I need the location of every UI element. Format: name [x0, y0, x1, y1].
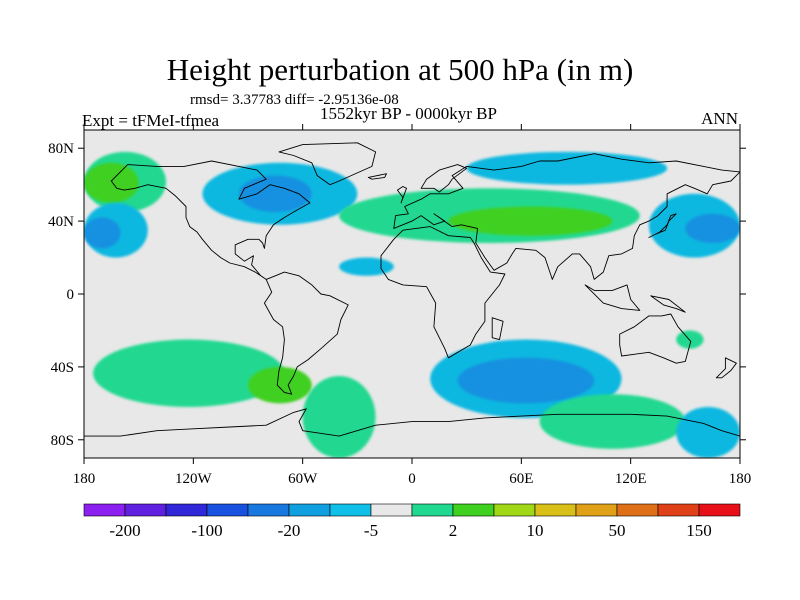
lon-tick-label: 180 — [73, 471, 96, 487]
colorbar-box — [288, 503, 331, 517]
contour-east-pacific-negative-core — [84, 217, 121, 249]
coastline-japan — [648, 213, 677, 238]
lat-tick-label: 80S — [51, 433, 74, 449]
contour-west-pacific-negative-core — [685, 213, 740, 243]
colorbar-box — [452, 503, 495, 517]
contour-north-atlantic-negative-core — [238, 175, 312, 212]
lon-tick-label: 120E — [615, 471, 647, 487]
colorbar-label: 150 — [686, 521, 712, 540]
colorbar: -200 -100 -20 -5 2 10 50 150 — [83, 503, 741, 540]
contour-south-pacific-positive — [93, 339, 285, 407]
coastline-south-america — [263, 271, 349, 395]
contour-indian-ocean-negative-core — [457, 357, 595, 404]
coastline-new-guinea — [650, 295, 686, 313]
colorbar-box — [165, 503, 208, 517]
colorbar-box — [206, 503, 249, 517]
contour-atlantic-tropics-negative — [339, 257, 394, 276]
period-label: 1552kyr BP - 0000kyr BP — [320, 104, 497, 123]
colorbar-box — [493, 503, 536, 517]
contour-south-america-positive-core — [248, 366, 312, 404]
contour-australia-positive — [676, 330, 704, 349]
coastline-eurasia — [393, 153, 740, 280]
longitude-axis: 180 120W 60W 0 60E 120E 180 — [73, 124, 752, 487]
colorbar-box — [575, 503, 618, 517]
lat-tick-label: 40N — [48, 214, 74, 230]
colorbar-box — [370, 503, 413, 517]
contour-north-pacific-positive-core — [84, 162, 139, 203]
coastline-scandinavia — [420, 164, 468, 193]
contour-arctic-asia-negative — [466, 151, 668, 185]
colorbar-box — [616, 503, 659, 517]
coastline-iceland — [367, 173, 387, 180]
season-label: ANN — [701, 109, 738, 128]
colorbar-box — [411, 503, 454, 517]
colorbar-box — [247, 503, 290, 517]
colorbar-label: -200 — [109, 521, 140, 540]
colorbar-box — [698, 503, 741, 517]
coastline-layer — [84, 142, 740, 437]
stats-line: rmsd= 3.37783 diff= -2.95136e-08 — [190, 92, 399, 108]
contour-eurasia-positive-core — [448, 206, 613, 236]
experiment-label: Expt = tFMeI-tfmea — [82, 111, 220, 130]
contour-south-atlantic-positive — [302, 376, 376, 458]
coastline-australia — [619, 313, 692, 364]
colorbar-box — [124, 503, 167, 517]
lat-tick-label: 40S — [51, 360, 74, 376]
lat-tick-label: 0 — [67, 287, 75, 303]
coastline-africa — [380, 226, 506, 359]
colorbar-label: 50 — [609, 521, 626, 540]
coastline-madagascar — [491, 317, 504, 341]
colorbar-label: 10 — [527, 521, 544, 540]
latitude-axis: 80N 40N 0 40S 80S — [48, 141, 746, 449]
colorbar-label: -5 — [364, 521, 378, 540]
coastline-antarctica — [84, 408, 740, 437]
coastline-greenland — [278, 142, 377, 186]
coastline-new-zealand — [715, 357, 737, 379]
coastline-british-isles — [396, 186, 407, 204]
colorbar-box — [534, 503, 577, 517]
lat-tick-label: 80N — [48, 141, 74, 157]
plot-title: Height perturbation at 500 hPa (in m) — [166, 52, 634, 87]
lon-tick-label: 180 — [729, 471, 752, 487]
coastline-north-america — [110, 160, 311, 280]
colorbar-box — [657, 503, 700, 517]
colorbar-label: 2 — [449, 521, 458, 540]
lon-tick-label: 0 — [408, 471, 416, 487]
colorbar-label: -20 — [278, 521, 301, 540]
colorbar-label: -100 — [191, 521, 222, 540]
contour-fill-layer — [84, 151, 740, 458]
contour-southern-ocean-positive — [539, 394, 686, 449]
colorbar-box — [83, 503, 126, 517]
lon-tick-label: 60E — [509, 471, 533, 487]
coastline-indonesia — [584, 284, 641, 311]
contour-antarctic-pacific-negative — [676, 406, 740, 458]
lon-tick-label: 60W — [288, 471, 318, 487]
lon-tick-label: 120W — [175, 471, 213, 487]
colorbar-box — [329, 503, 372, 517]
